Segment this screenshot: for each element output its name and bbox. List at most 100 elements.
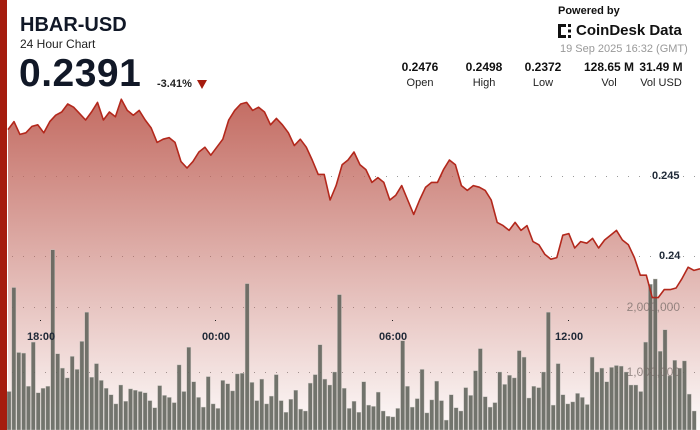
x-tick-label: 00:00	[202, 331, 231, 343]
grid-dot	[507, 176, 508, 177]
volume-bar	[653, 278, 658, 430]
stat-value: 31.49 M	[639, 60, 683, 74]
price-change: -3.41%	[157, 78, 192, 90]
volume-bar	[162, 395, 167, 430]
volume-bar	[400, 340, 405, 430]
volume-bar	[254, 400, 260, 430]
volume-bar	[410, 406, 415, 430]
volume-bar	[269, 395, 274, 430]
volume-bar	[167, 397, 172, 430]
volume-bar	[137, 391, 143, 430]
stat-low: 0.2372 Low	[508, 60, 578, 89]
volume-bar	[312, 374, 318, 430]
grid-dot	[551, 256, 552, 257]
grid-dot	[463, 176, 464, 177]
grid-dot	[474, 176, 475, 177]
volume-bar	[594, 371, 600, 430]
volume-bar	[483, 396, 488, 430]
volume-bar	[225, 383, 230, 430]
volume-bar	[517, 350, 522, 430]
volume-bar	[60, 367, 65, 430]
volume-bar	[414, 398, 420, 430]
volume-bar	[264, 403, 269, 430]
grid-dot	[551, 176, 552, 177]
volume-bar	[487, 406, 493, 430]
stat-high: 0.2498 High	[449, 60, 519, 89]
volume-bar	[444, 419, 449, 430]
volume-bar	[570, 401, 575, 430]
page-title: HBAR-USD	[20, 14, 127, 36]
volume-bar	[599, 367, 605, 430]
grid-dot	[562, 176, 563, 177]
volume-bar	[371, 406, 376, 430]
price-tick-label: 0.245	[652, 170, 680, 182]
grid-dot	[331, 176, 332, 177]
volume-bar	[575, 393, 580, 430]
volume-bar	[215, 408, 221, 430]
brand-name: CoinDesk Data	[576, 22, 682, 39]
volume-bar	[327, 384, 332, 430]
volume-bar	[65, 377, 70, 430]
volume-bar	[259, 378, 264, 430]
current-price: 0.2391	[19, 52, 142, 95]
volume-bar	[453, 407, 459, 430]
x-tick-label: 18:00	[27, 331, 56, 343]
volume-bar	[230, 390, 235, 430]
grid-dot	[694, 256, 695, 257]
volume-bar	[293, 390, 298, 430]
volume-bar	[244, 283, 250, 430]
stat-label: Low	[532, 77, 554, 89]
volume-bar	[361, 381, 366, 430]
volume-bar	[322, 378, 328, 430]
stat-value: 0.2498	[465, 60, 503, 74]
volume-bar	[128, 388, 133, 430]
volume-bar	[288, 399, 294, 430]
volume-bar	[643, 341, 648, 430]
volume-bar	[614, 365, 619, 430]
timestamp: 19 Sep 2025 16:32 (GMT)	[560, 43, 688, 55]
price-area	[8, 99, 700, 430]
grid-dot	[672, 256, 673, 257]
volume-bar	[79, 341, 85, 430]
grid-dot	[573, 176, 574, 177]
volume-bar	[376, 391, 381, 430]
volume-bar	[468, 395, 473, 430]
volume-bar	[26, 386, 31, 430]
volume-bar	[512, 377, 517, 430]
x-tick-mark	[392, 320, 393, 321]
volume-bar	[546, 312, 551, 430]
volume-bar	[50, 249, 55, 430]
grid-dot	[617, 176, 618, 177]
volume-bar	[385, 416, 391, 430]
price-line	[7, 98, 700, 299]
volume-bar	[346, 408, 352, 430]
volume-bar	[356, 412, 362, 430]
volume-bar	[278, 400, 284, 430]
volume-bar	[176, 364, 182, 430]
volume-bar	[332, 371, 337, 430]
volume-bar	[142, 392, 148, 430]
volume-bar	[196, 397, 201, 430]
volume-bar	[536, 387, 541, 430]
grid-dot	[639, 256, 640, 257]
volume-bar	[351, 401, 357, 430]
volume-bar	[521, 356, 527, 430]
grid-dot	[683, 176, 684, 177]
volume-bar	[682, 360, 687, 430]
volume-bar	[604, 381, 609, 430]
volume-bar	[380, 410, 386, 430]
volume-bar	[366, 404, 371, 430]
grid-dot	[518, 176, 519, 177]
x-tick-mark	[215, 320, 216, 321]
x-tick-mark	[568, 320, 569, 321]
volume-bar	[84, 312, 90, 430]
volume-bar	[201, 406, 206, 430]
volume-bar	[662, 329, 668, 430]
volume-bar	[424, 412, 430, 430]
volume-bar	[565, 403, 571, 430]
volume-bar	[74, 369, 80, 430]
volume-bars	[6, 249, 697, 430]
grid-dot	[595, 176, 596, 177]
volume-bar	[235, 373, 240, 430]
volume-bar	[274, 374, 279, 430]
